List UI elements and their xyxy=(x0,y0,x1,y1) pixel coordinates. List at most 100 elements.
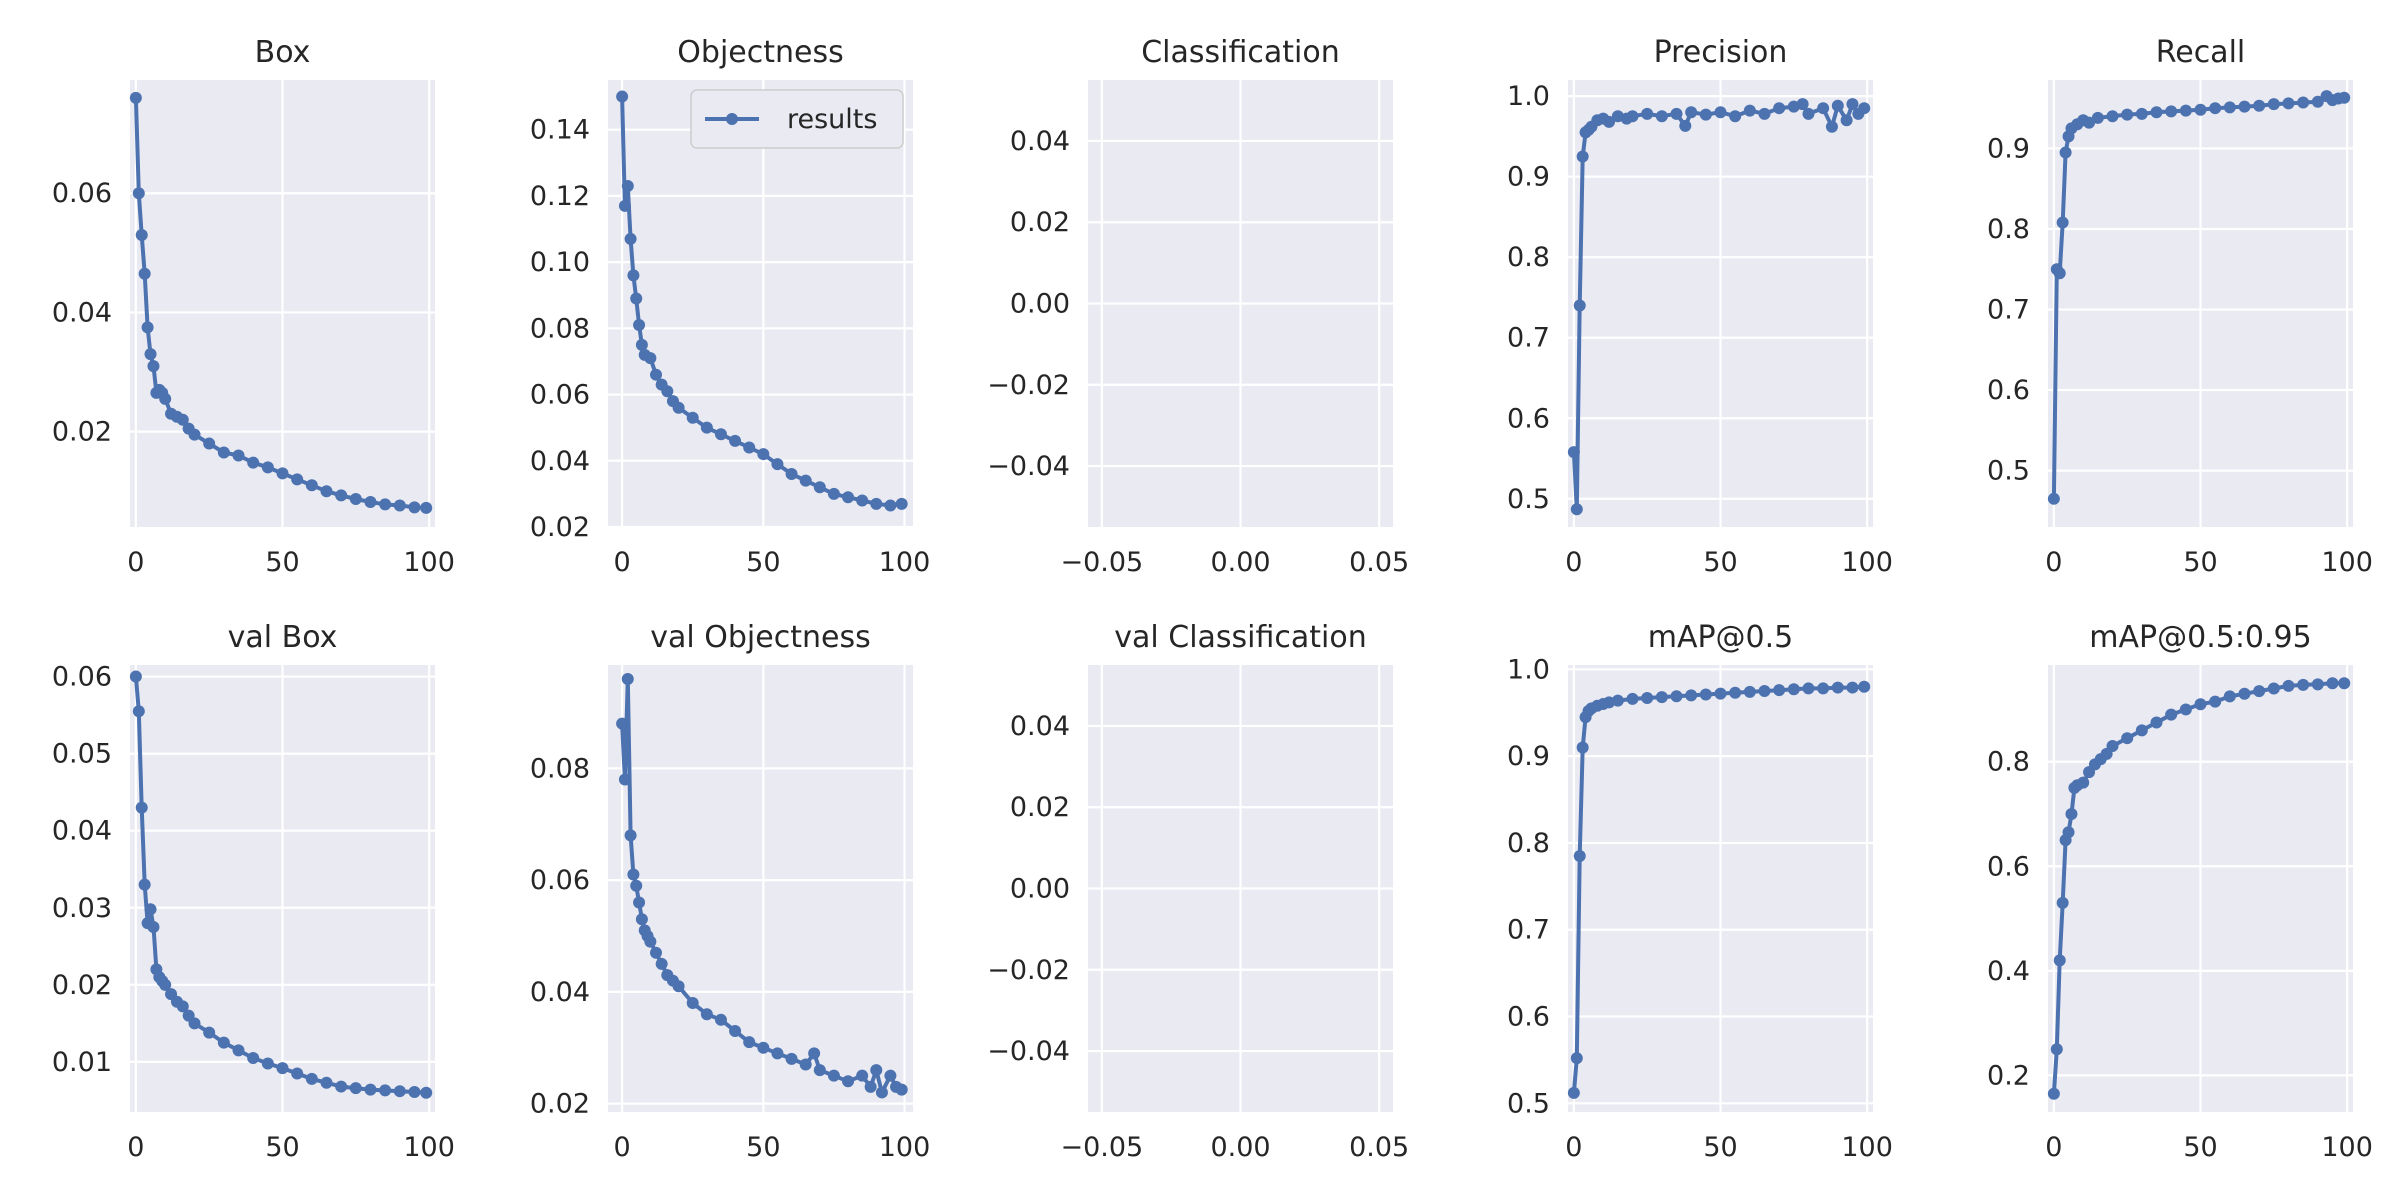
y-tick-label: 0.5 xyxy=(1507,484,1550,515)
y-tick-label: 0.9 xyxy=(1507,162,1550,193)
data-point xyxy=(686,997,699,1010)
data-point xyxy=(1858,680,1871,693)
data-point xyxy=(771,1047,784,1060)
data-point xyxy=(379,1084,392,1097)
y-tick-label: 0.04 xyxy=(530,977,590,1008)
data-point xyxy=(147,360,160,373)
x-tick-label: 100 xyxy=(1841,547,1893,578)
x-tick-label: 0 xyxy=(2045,1132,2062,1163)
data-point xyxy=(2165,708,2178,721)
data-point xyxy=(144,903,157,916)
y-tick-label: 0.7 xyxy=(1507,323,1550,354)
data-point xyxy=(305,479,318,492)
data-point xyxy=(1858,102,1871,115)
data-point xyxy=(895,497,908,510)
y-tick-label: 0.5 xyxy=(1507,1088,1550,1119)
data-point xyxy=(1573,299,1586,312)
data-point xyxy=(827,487,840,500)
data-point xyxy=(618,773,631,786)
data-point xyxy=(2053,267,2066,280)
data-point xyxy=(135,228,148,241)
y-tick-label: 0.9 xyxy=(1507,741,1550,772)
data-point xyxy=(276,467,289,480)
data-point xyxy=(2062,826,2075,839)
data-point xyxy=(2194,698,2207,711)
data-point xyxy=(616,90,629,103)
x-tick-label: 50 xyxy=(1703,1132,1737,1163)
data-point xyxy=(2282,97,2295,110)
y-tick-label: 0.06 xyxy=(530,865,590,896)
x-tick-label: 0 xyxy=(1565,547,1582,578)
y-tick-label: 0.10 xyxy=(530,247,590,278)
data-point xyxy=(1758,107,1771,120)
data-point xyxy=(1729,686,1742,699)
data-point xyxy=(1576,150,1589,163)
panel-recall: 0 50 100 0.5 0.6 0.7 0.8 0.9 Recall xyxy=(1987,35,2373,578)
data-point xyxy=(1817,682,1830,695)
data-point xyxy=(895,1083,908,1096)
x-tick-label: 100 xyxy=(1841,1132,1893,1163)
data-point xyxy=(771,458,784,471)
data-point xyxy=(217,446,230,459)
y-tick-label: 0.8 xyxy=(1987,214,2030,245)
data-point xyxy=(813,1064,826,1077)
data-point xyxy=(2083,116,2096,129)
data-point xyxy=(364,495,377,508)
data-point xyxy=(2091,111,2104,124)
data-point xyxy=(2050,1043,2063,1056)
data-point xyxy=(842,491,855,504)
data-point xyxy=(2047,492,2060,505)
data-point xyxy=(870,497,883,510)
data-point xyxy=(621,672,634,685)
data-point xyxy=(757,1041,770,1054)
chart-title: mAP@0.5:0.95 xyxy=(2089,620,2311,655)
data-point xyxy=(808,1047,821,1060)
data-point xyxy=(159,978,172,991)
data-point xyxy=(349,492,362,505)
data-point xyxy=(129,91,142,104)
data-point xyxy=(364,1083,377,1096)
data-point xyxy=(203,437,216,450)
y-tick-label: 1.0 xyxy=(1507,81,1550,112)
data-point xyxy=(1685,689,1698,702)
data-point xyxy=(633,896,646,909)
panel-objectness: 0 50 100 0.02 0.04 0.06 0.08 0.10 0.12 0.14 Object… xyxy=(530,35,930,578)
y-tick-label: 0.04 xyxy=(52,297,112,328)
data-point xyxy=(1576,741,1589,754)
data-point xyxy=(630,292,643,305)
data-point xyxy=(132,187,145,200)
data-point xyxy=(138,267,151,280)
chart-title: val Classification xyxy=(1114,620,1367,655)
data-point xyxy=(408,501,421,514)
data-point xyxy=(1670,690,1683,703)
y-tick-label: 0.02 xyxy=(530,512,590,543)
chart-title: val Objectness xyxy=(650,620,870,655)
data-point xyxy=(176,1000,189,1013)
data-point xyxy=(2338,91,2351,104)
data-point xyxy=(1603,115,1616,128)
x-tick-label: 100 xyxy=(879,547,931,578)
y-tick-label: 0.2 xyxy=(1987,1060,2030,1091)
data-point xyxy=(700,421,713,434)
y-tick-label: −0.04 xyxy=(987,451,1070,482)
data-point xyxy=(1567,1086,1580,1099)
x-tick-label: 0.05 xyxy=(1349,547,1409,578)
y-tick-label: 0.02 xyxy=(1010,207,1070,238)
data-point xyxy=(618,199,631,212)
chart-title: Classification xyxy=(1141,35,1340,70)
chart-title: val Box xyxy=(228,620,338,655)
data-point xyxy=(1714,106,1727,119)
data-point xyxy=(2253,685,2266,698)
data-point xyxy=(650,946,663,959)
data-point xyxy=(320,1076,333,1089)
data-point xyxy=(1831,681,1844,694)
data-point xyxy=(2121,108,2134,121)
y-tick-label: 0.02 xyxy=(530,1089,590,1120)
data-point xyxy=(2238,687,2251,700)
data-point xyxy=(232,449,245,462)
y-tick-label: 0.4 xyxy=(1987,956,2030,987)
y-tick-label: 0.14 xyxy=(530,115,590,146)
x-tick-label: 100 xyxy=(403,1132,455,1163)
data-point xyxy=(2135,107,2148,120)
data-point xyxy=(203,1026,216,1039)
